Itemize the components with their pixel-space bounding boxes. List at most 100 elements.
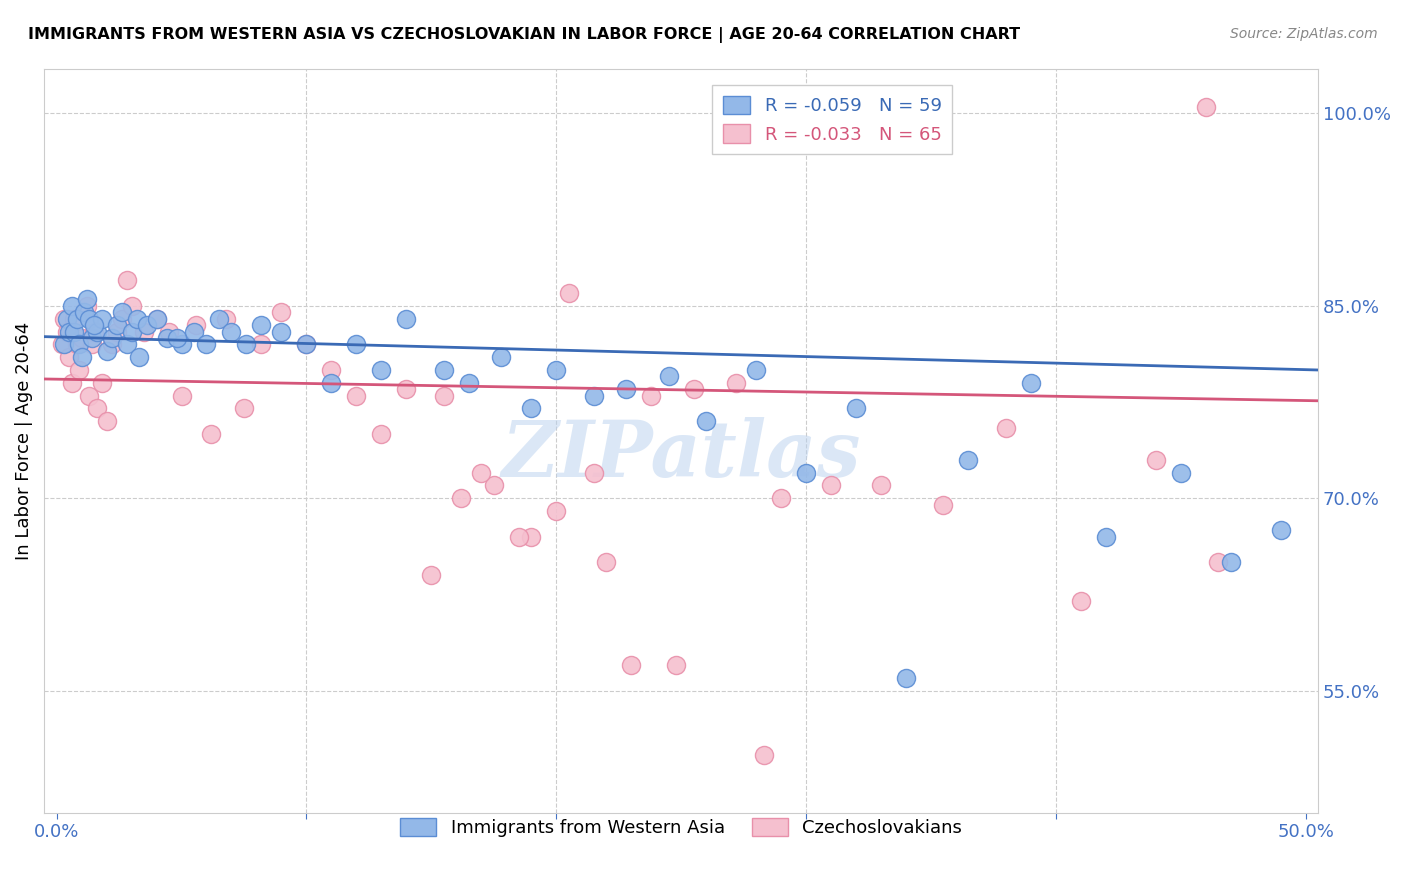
Point: [132, 325, 155, 339]
Point: [105, 325, 128, 339]
Point: [96, 414, 118, 428]
Point: [186, 318, 208, 332]
Point: [640, 389, 662, 403]
Point: [695, 414, 717, 428]
Point: [582, 466, 605, 480]
Point: [215, 311, 238, 326]
Point: [121, 299, 143, 313]
Point: [321, 376, 343, 390]
Point: [1270, 838, 1292, 852]
Point: [270, 325, 292, 339]
Point: [195, 337, 218, 351]
Point: [170, 337, 193, 351]
Point: [1195, 100, 1218, 114]
Point: [845, 401, 868, 416]
Point: [157, 325, 180, 339]
Point: [752, 747, 775, 762]
Point: [491, 350, 513, 364]
Point: [96, 343, 118, 358]
Point: [745, 363, 768, 377]
Point: [145, 311, 167, 326]
Point: [63, 325, 86, 339]
Point: [682, 382, 704, 396]
Point: [595, 556, 617, 570]
Text: ZIPatlas: ZIPatlas: [502, 417, 860, 493]
Point: [80, 337, 103, 351]
Point: [100, 337, 122, 351]
Point: [614, 382, 637, 396]
Point: [125, 311, 148, 326]
Point: [53, 311, 76, 326]
Point: [221, 325, 243, 339]
Point: [1094, 530, 1116, 544]
Point: [60, 299, 83, 313]
Point: [707, 838, 730, 852]
Point: [51, 337, 73, 351]
Point: [233, 401, 256, 416]
Point: [135, 318, 157, 332]
Point: [270, 305, 292, 319]
Point: [994, 421, 1017, 435]
Point: [86, 401, 108, 416]
Point: [457, 376, 479, 390]
Point: [250, 337, 273, 351]
Point: [76, 293, 98, 307]
Point: [665, 658, 688, 673]
Point: [110, 305, 132, 319]
Point: [557, 285, 579, 300]
Point: [870, 478, 893, 492]
Point: [520, 401, 543, 416]
Point: [83, 325, 105, 339]
Point: [110, 311, 132, 326]
Point: [450, 491, 472, 506]
Point: [820, 478, 842, 492]
Point: [295, 337, 318, 351]
Point: [546, 363, 568, 377]
Point: [100, 331, 122, 345]
Point: [200, 427, 222, 442]
Point: [128, 350, 150, 364]
Point: [65, 337, 87, 351]
Point: [582, 389, 605, 403]
Point: [121, 325, 143, 339]
Point: [183, 325, 205, 339]
Text: IMMIGRANTS FROM WESTERN ASIA VS CZECHOSLOVAKIAN IN LABOR FORCE | AGE 20-64 CORRE: IMMIGRANTS FROM WESTERN ASIA VS CZECHOSL…: [28, 27, 1021, 43]
Point: [420, 568, 443, 582]
Text: Source: ZipAtlas.com: Source: ZipAtlas.com: [1230, 27, 1378, 41]
Point: [77, 389, 100, 403]
Point: [83, 318, 105, 332]
Legend: Immigrants from Western Asia, Czechoslovakians: Immigrants from Western Asia, Czechoslov…: [392, 811, 970, 845]
Point: [53, 337, 76, 351]
Point: [63, 311, 86, 326]
Point: [932, 498, 955, 512]
Point: [794, 466, 817, 480]
Point: [115, 273, 138, 287]
Point: [250, 318, 273, 332]
Point: [295, 337, 318, 351]
Point: [58, 325, 80, 339]
Point: [67, 363, 90, 377]
Point: [1219, 556, 1241, 570]
Point: [67, 337, 90, 351]
Point: [115, 337, 138, 351]
Point: [55, 311, 77, 326]
Point: [508, 530, 530, 544]
Point: [770, 491, 793, 506]
Point: [520, 530, 543, 544]
Point: [321, 363, 343, 377]
Point: [546, 504, 568, 518]
Point: [80, 331, 103, 345]
Point: [60, 376, 83, 390]
Point: [86, 325, 108, 339]
Point: [55, 325, 77, 339]
Y-axis label: In Labor Force | Age 20-64: In Labor Force | Age 20-64: [15, 321, 32, 559]
Point: [370, 363, 392, 377]
Point: [894, 671, 917, 685]
Point: [145, 311, 167, 326]
Point: [58, 350, 80, 364]
Point: [170, 389, 193, 403]
Point: [344, 337, 367, 351]
Point: [1270, 524, 1292, 538]
Point: [73, 305, 96, 319]
Point: [344, 389, 367, 403]
